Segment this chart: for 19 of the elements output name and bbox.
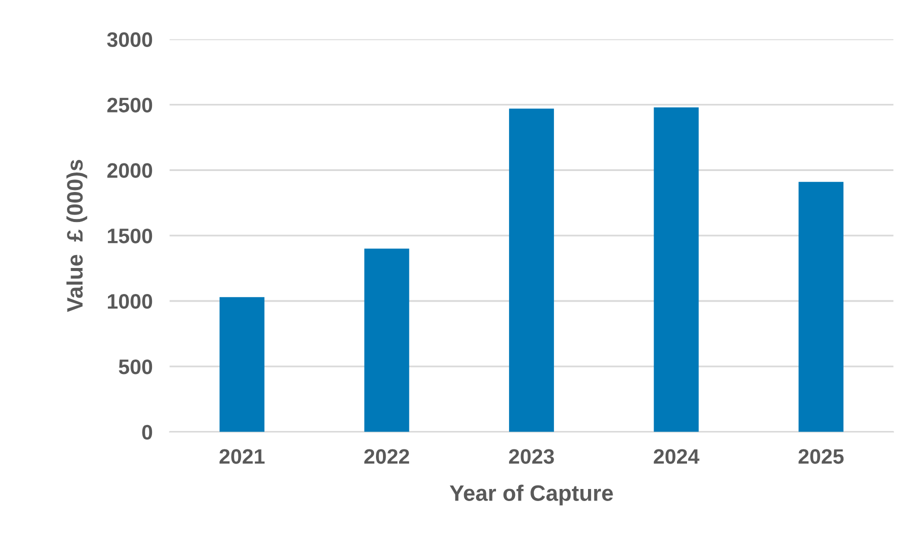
y-tick-label: 2000 <box>107 163 152 178</box>
y-tick-label: 0 <box>142 424 152 440</box>
x-tick-label: 2023 <box>509 449 554 464</box>
bar <box>220 297 264 432</box>
bar <box>364 248 410 432</box>
x-axis-title: Year of Capture <box>450 484 613 506</box>
x-tick-label: 2024 <box>654 449 700 464</box>
y-tick-label: 500 <box>118 359 152 374</box>
bar <box>509 108 554 432</box>
x-tick-label: 2021 <box>220 449 265 464</box>
x-tick-label: 2022 <box>364 449 410 464</box>
x-tick-label: 2025 <box>798 449 844 464</box>
y-tick-label: 1500 <box>108 228 152 244</box>
y-tick-label: 2500 <box>107 98 152 112</box>
y-axis-title: Value £ (000)s <box>66 160 88 312</box>
bar <box>654 107 699 432</box>
y-tick-label: 1000 <box>108 294 152 309</box>
y-tick-label: 3000 <box>107 32 152 48</box>
bar <box>798 182 844 432</box>
